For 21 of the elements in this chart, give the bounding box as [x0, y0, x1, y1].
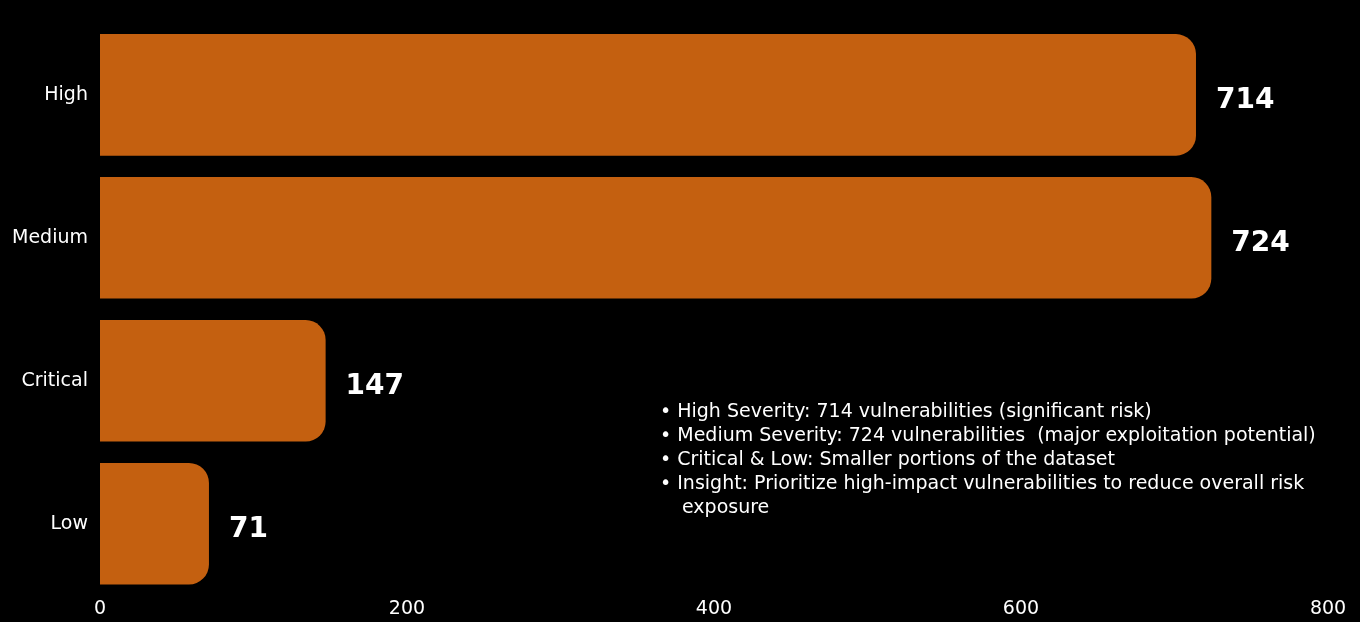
data-label: 714 — [1215, 82, 1275, 116]
data-label: 71 — [228, 511, 268, 545]
x-tick-label: 200 — [388, 595, 426, 618]
y-tick-label: Medium — [11, 224, 88, 247]
annotation: • Medium Severity: 724 vulnerabilities (major exploitation potential) — [660, 422, 1317, 446]
x-tick-label: 400 — [695, 595, 733, 618]
bar — [99, 462, 209, 585]
annotation: • High Severity: 714 vulnerabilities (significant risk) — [660, 398, 1153, 422]
data-label: 724 — [1231, 225, 1290, 259]
y-tick-label: Low — [50, 510, 88, 533]
x-tick-label: 0 — [93, 595, 107, 618]
bar — [99, 320, 326, 442]
bar — [99, 177, 1212, 299]
x-tick-label: 600 — [1002, 595, 1040, 618]
annotation: • Insight: Prioritize high-impact vulnerabilities to reduce overall risk exposure — [660, 470, 1306, 518]
bar — [99, 34, 1196, 156]
annotation: • Critical & Low: Smaller portions of the dataset — [660, 446, 1116, 470]
y-tick-label: Critical — [21, 367, 88, 390]
x-tick-label: 800 — [1309, 595, 1347, 618]
y-tick-label: High — [44, 81, 88, 104]
data-label: 147 — [345, 368, 405, 402]
